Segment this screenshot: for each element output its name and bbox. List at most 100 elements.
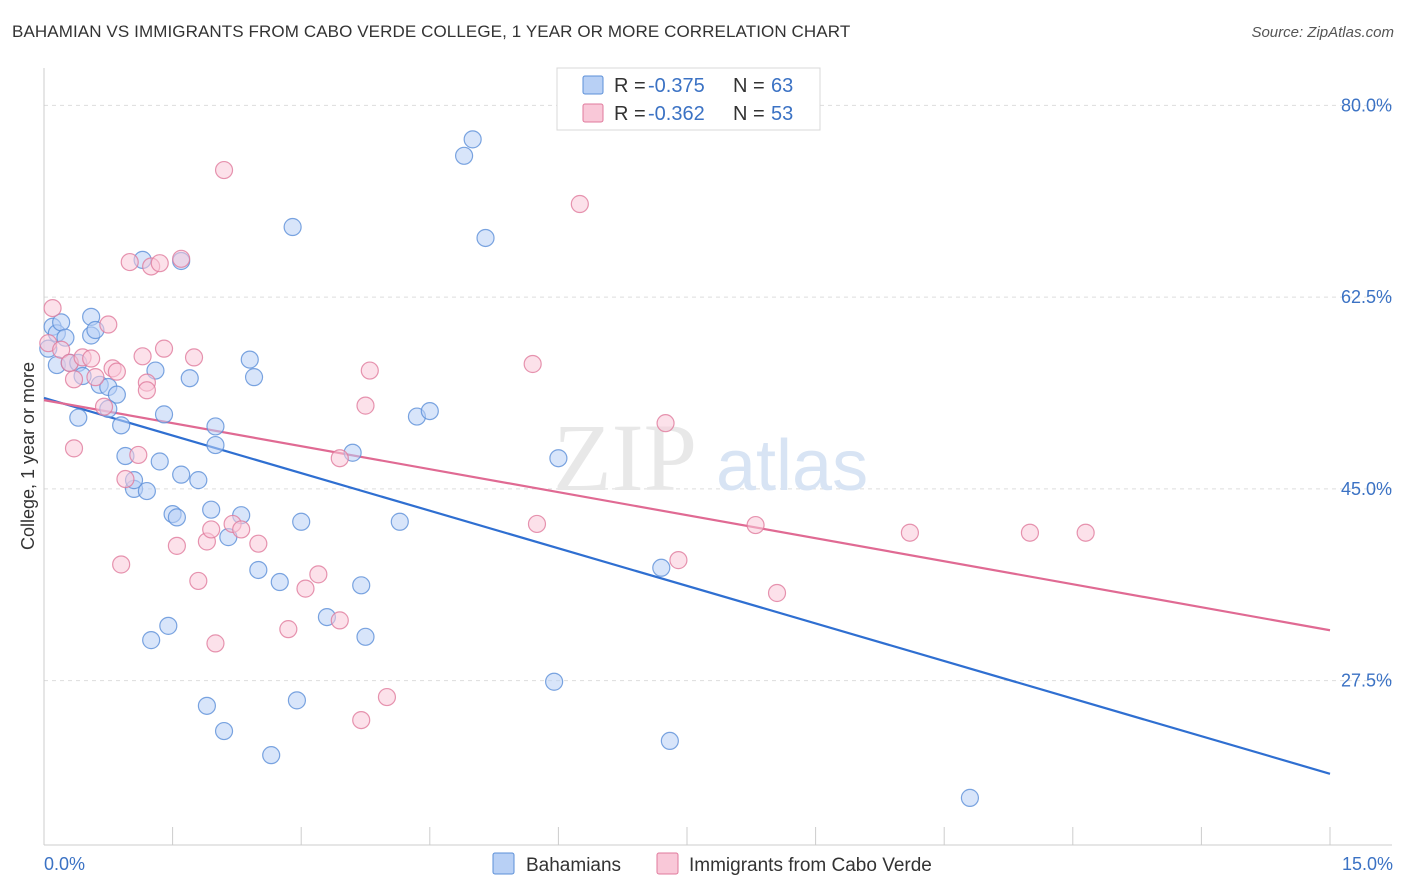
legend-n-value: 63 [771, 75, 793, 97]
bahamian-point [189, 471, 208, 490]
y-tick-label: 45.0% [1341, 479, 1392, 499]
cabo-verde-point [330, 449, 349, 468]
bahamian-point [960, 788, 980, 807]
legend-swatch [582, 75, 604, 95]
cabo-verde-point [669, 551, 688, 570]
bottom-legend: Bahamians Immigrants from Cabo Verde [492, 852, 932, 876]
bahamian-point [249, 560, 268, 580]
cabo-verde-point [656, 414, 675, 433]
cabo-verde-point [377, 687, 397, 707]
cabo-verde-point [527, 514, 547, 534]
cabo-verde-point [352, 710, 371, 730]
cabo-verde-point [172, 249, 191, 268]
cabo-verde-point [167, 536, 186, 555]
cabo-verde-point [279, 620, 298, 639]
cabo-verde-point [184, 348, 204, 367]
cabo-verde-point [523, 354, 542, 374]
cabo-verde-point [767, 583, 787, 603]
bahamian-point [244, 368, 264, 387]
cabo-verde-point [232, 520, 251, 539]
cabo-verde-point [1020, 523, 1040, 542]
cabo-verde-point [86, 368, 105, 387]
cabo-verde-point [52, 340, 71, 359]
bahamian-point [69, 408, 88, 427]
bottom-legend-label: Bahamians [526, 855, 621, 876]
cabo-verde-trend-line [43, 399, 1331, 632]
bahamian-point [240, 350, 259, 369]
bahamian-point [154, 405, 174, 424]
y-axis-title: College, 1 year or more [18, 362, 38, 550]
bahamian-point [214, 721, 234, 741]
bahamian-point [112, 416, 131, 435]
bahamian-point [202, 500, 221, 519]
bahamian-point [167, 508, 186, 527]
bahamian-point [352, 576, 371, 595]
bahamian-point [420, 401, 439, 421]
bahamian-point [549, 449, 568, 468]
cabo-verde-point [1076, 523, 1095, 542]
bahamian-point [150, 452, 169, 471]
bahamian-point [476, 228, 495, 248]
cabo-verde-point [296, 579, 315, 598]
cabo-verde-point [64, 370, 84, 389]
y-tick-label: 27.5% [1341, 671, 1392, 691]
bottom-legend-label: Immigrants from Cabo Verde [689, 855, 932, 876]
x-tick-label-max: 15.0% [1342, 854, 1393, 874]
cabo-verde-point [99, 315, 118, 334]
cabo-verde-point [82, 349, 101, 368]
trend-lines [43, 396, 1331, 775]
legend-n-value: 53 [771, 103, 793, 125]
bahamian-point [206, 417, 225, 436]
legend-swatch [582, 103, 604, 123]
cabo-verde-point [570, 194, 589, 214]
watermark-atlas: atlas [716, 426, 868, 506]
cabo-verde-point [150, 254, 169, 273]
bahamian-point [292, 512, 311, 531]
cabo-verde-point [249, 534, 268, 553]
cabo-verde-point [356, 396, 375, 415]
cabo-verde-point [746, 515, 765, 535]
legend-n-label: N = [733, 103, 765, 125]
legend-r-label: R = [614, 103, 646, 125]
cabo-verde-point [137, 381, 156, 400]
cabo-verde-point [206, 634, 225, 653]
bahamian-point [137, 481, 156, 501]
bahamian-point [545, 672, 564, 691]
bahamian-point [652, 558, 671, 577]
data-points [39, 130, 1095, 807]
bahamian-point [172, 465, 191, 484]
bahamian-point [107, 385, 126, 404]
y-tick-label: 80.0% [1341, 95, 1392, 115]
bahamian-point [283, 217, 302, 237]
x-tick-label-min: 0.0% [44, 854, 85, 874]
cabo-verde-point [309, 565, 328, 584]
axes [43, 68, 1392, 846]
bahamian-point [159, 616, 178, 635]
watermark: ZIP atlas [553, 404, 868, 511]
bahamian-point [287, 691, 307, 710]
bahamian-point [356, 627, 375, 646]
bahamian-point [270, 572, 289, 592]
cabo-verde-point [154, 339, 174, 358]
cabo-verde-point [189, 571, 208, 591]
cabo-verde-point [214, 160, 234, 180]
bottom-legend-swatch [656, 852, 679, 875]
cabo-verde-point [112, 555, 131, 574]
bahamian-point [463, 130, 482, 149]
cabo-verde-point [330, 611, 349, 630]
bottom-legend-swatch [492, 852, 515, 875]
chart-title: BAHAMIAN VS IMMIGRANTS FROM CABO VERDE C… [12, 22, 851, 41]
cabo-verde-point [202, 520, 221, 539]
bahamian-point [180, 369, 199, 388]
bahamian-point [454, 146, 474, 165]
cabo-verde-point [133, 347, 152, 366]
legend-r-value: -0.375 [648, 75, 705, 97]
bahamian-trend-line [43, 396, 1331, 775]
legend-r-label: R = [614, 75, 646, 97]
cabo-verde-point [107, 362, 126, 381]
bahamian-point [262, 746, 281, 765]
bahamian-point [206, 435, 225, 455]
cabo-verde-point [94, 397, 114, 416]
grid-lines [44, 104, 1392, 682]
